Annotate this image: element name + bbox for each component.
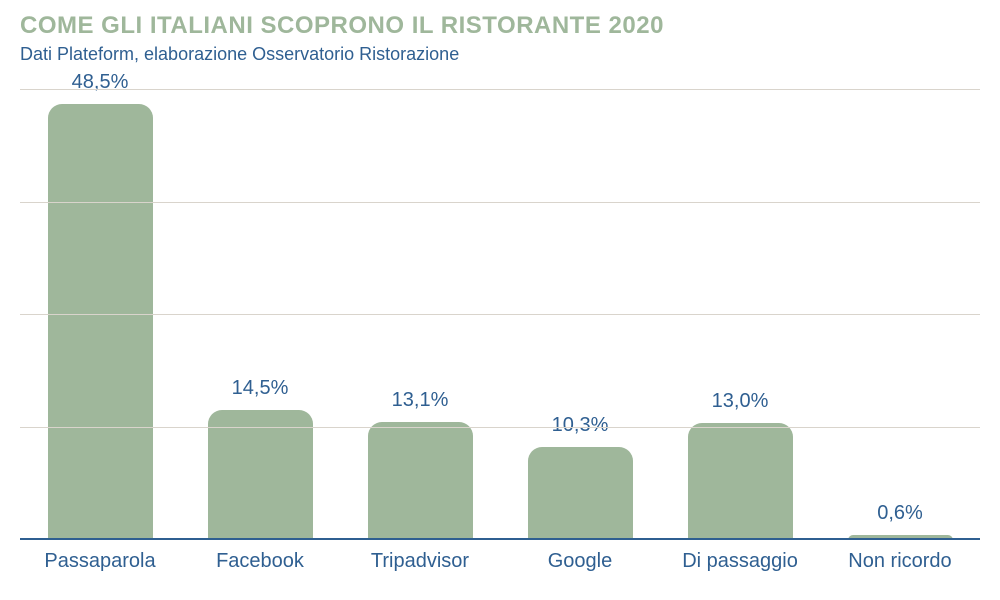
bar-slot: 48,5% — [20, 90, 180, 540]
bars-container: 48,5% 14,5% 13,1% 10,3% 13,0% 0,6% — [20, 90, 980, 540]
bar — [688, 423, 793, 540]
x-axis-label: Passaparola — [20, 550, 180, 573]
bar-slot: 13,0% — [660, 90, 820, 540]
bar-slot: 13,1% — [340, 90, 500, 540]
bar-value-label: 13,0% — [712, 390, 769, 413]
bar — [368, 422, 473, 540]
bar-value-label: 0,6% — [877, 502, 923, 525]
bar-value-label: 48,5% — [72, 71, 129, 94]
x-axis-label: Non ricordo — [820, 550, 980, 573]
plot-area: 48,5% 14,5% 13,1% 10,3% 13,0% 0,6% — [20, 90, 980, 540]
bar-value-label: 14,5% — [232, 377, 289, 400]
x-axis-label: Tripadvisor — [340, 550, 500, 573]
bar-slot: 10,3% — [500, 90, 660, 540]
bar — [48, 104, 153, 541]
bar-value-label: 13,1% — [392, 389, 449, 412]
x-axis-label: Facebook — [180, 550, 340, 573]
x-axis-label: Google — [500, 550, 660, 573]
gridline — [20, 538, 980, 540]
gridline — [20, 89, 980, 90]
x-axis-labels: PassaparolaFacebookTripadvisorGoogleDi p… — [20, 550, 980, 573]
chart-subtitle: Dati Plateform, elaborazione Osservatori… — [20, 44, 980, 65]
gridline — [20, 427, 980, 428]
bar — [528, 447, 633, 540]
chart-page: COME GLI ITALIANI SCOPRONO IL RISTORANTE… — [0, 0, 1000, 600]
chart-title: COME GLI ITALIANI SCOPRONO IL RISTORANTE… — [20, 12, 980, 40]
bar-slot: 0,6% — [820, 90, 980, 540]
gridline — [20, 202, 980, 203]
bar — [208, 410, 313, 541]
x-axis-label: Di passaggio — [660, 550, 820, 573]
bar-slot: 14,5% — [180, 90, 340, 540]
gridline — [20, 314, 980, 315]
